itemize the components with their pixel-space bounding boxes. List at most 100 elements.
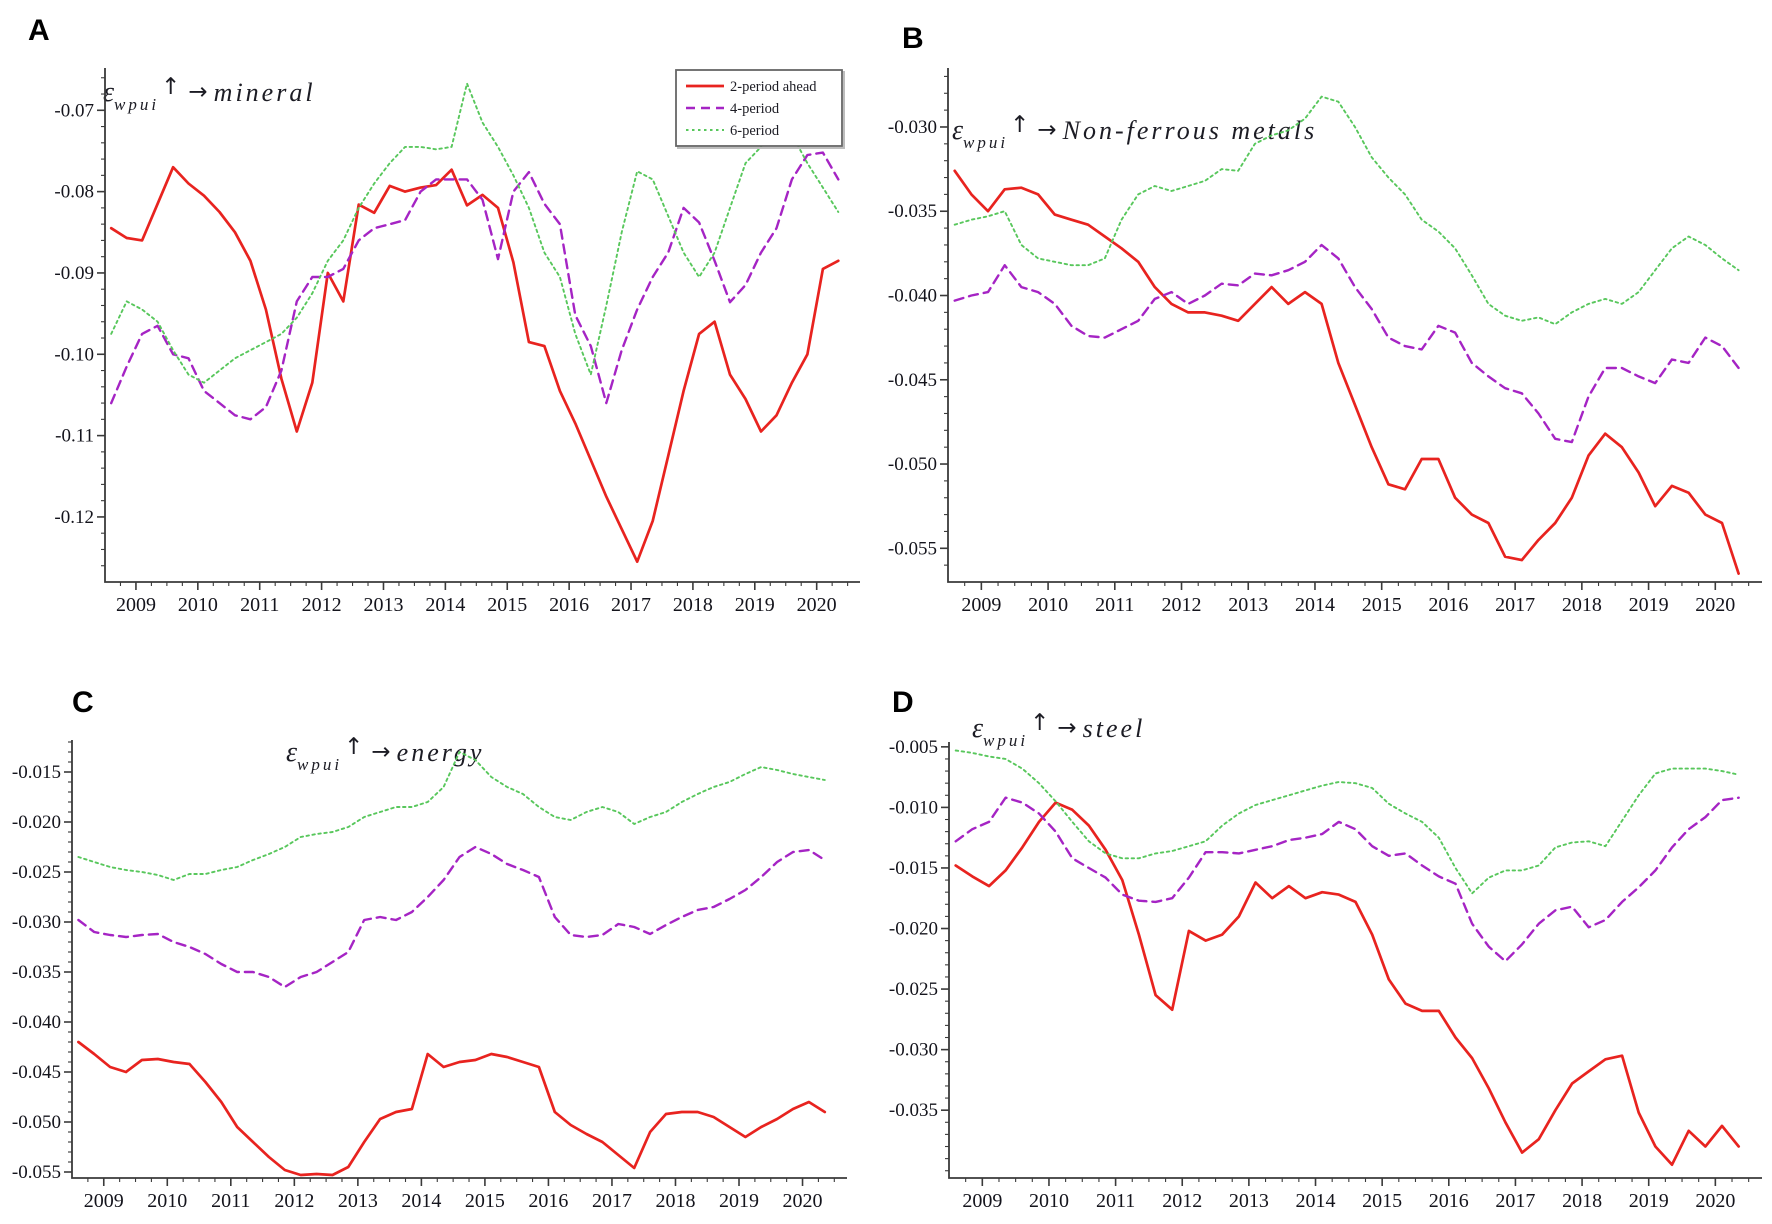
panel-a-title: εwpui↑ → mineral: [103, 74, 316, 115]
panel-b-title: εwpui↑ → Non-ferrous metals: [952, 112, 1317, 153]
x-tick-label: 2016: [1428, 594, 1468, 612]
series-line-2: [109, 151, 840, 421]
subscript-wpui: wpui: [963, 133, 1009, 152]
panel-b-letter: B: [902, 22, 924, 55]
title-target: energy: [396, 738, 485, 767]
x-tick-label: 2009: [84, 1190, 124, 1212]
panel-d-letter: D: [892, 686, 914, 719]
right-arrow-icon: →: [1057, 715, 1077, 741]
y-tick-label: -0.030: [888, 117, 937, 138]
x-tick-label: 2013: [363, 594, 403, 612]
y-tick-label: -0.045: [12, 1062, 61, 1083]
x-tick-label: 2012: [274, 1190, 314, 1212]
right-arrow-icon: →: [188, 79, 208, 105]
x-tick-label: 2019: [719, 1190, 759, 1212]
title-target: mineral: [213, 78, 316, 107]
epsilon-symbol: ε: [286, 737, 298, 768]
x-tick-label: 2010: [147, 1190, 187, 1212]
y-tick-label: -0.040: [12, 1012, 61, 1033]
y-tick-label: -0.07: [54, 100, 94, 121]
series-line-2: [954, 796, 1740, 963]
subscript-wpui: wpui: [983, 731, 1029, 750]
x-tick-label: 2017: [1495, 1190, 1535, 1212]
y-tick-label: -0.035: [889, 1100, 938, 1121]
x-tick-label: 2014: [1295, 594, 1335, 612]
x-tick-label: 2011: [211, 1190, 250, 1212]
panel-c-title: εwpui↑ → energy: [286, 734, 484, 775]
epsilon-symbol: ε: [103, 77, 115, 108]
y-tick-label: -0.035: [888, 201, 937, 222]
panel-d: D εwpui↑ → steel -0.005 -0.010 -0.015 -0.020-…: [886, 612, 1772, 1224]
epsilon-symbol: ε: [972, 713, 984, 744]
y-tick-label: -0.055: [888, 538, 937, 559]
x-tick-label: 2018: [673, 594, 713, 612]
up-arrow-icon: ↑: [1010, 112, 1030, 138]
series-line-3: [110, 82, 840, 384]
panel-a: A εwpui↑ → mineral -0.07 -0.08 -0.09 -0.10 -0.…: [0, 0, 886, 612]
x-tick-label: 2015: [1362, 594, 1402, 612]
right-arrow-icon: →: [1037, 117, 1057, 143]
x-tick-label: 2017: [592, 1190, 632, 1212]
title-target: steel: [1082, 714, 1146, 743]
y-tick-label: -0.005: [889, 737, 938, 758]
x-tick-label: 2009: [116, 594, 156, 612]
y-tick-label: -0.050: [888, 454, 937, 475]
series-line-1: [109, 165, 840, 564]
x-tick-label: 2010: [1029, 1190, 1069, 1212]
axis-lines: [71, 740, 847, 1179]
panel-c-letter: C: [72, 686, 94, 719]
x-tick-label: 2009: [962, 1190, 1002, 1212]
legend-label-2: 4-period: [730, 101, 780, 117]
y-tick-label: -0.030: [889, 1040, 938, 1061]
x-tick-label: 2019: [1629, 1190, 1669, 1212]
chart-d-canvas: -0.005 -0.010 -0.015 -0.020 -0.025 -0.030 -0.0…: [889, 737, 1762, 1212]
legend-box: [675, 69, 843, 147]
y-tick-label: -0.010: [889, 797, 938, 818]
axis-lines: [104, 68, 860, 583]
y-tick-label: -0.025: [889, 979, 938, 1000]
x-tick-label: 2019: [1629, 594, 1669, 612]
y-tick-label: -0.015: [12, 762, 61, 783]
subscript-wpui: wpui: [114, 95, 160, 114]
y-tick-label: -0.020: [12, 812, 61, 833]
series-line-1: [954, 801, 1741, 1167]
up-arrow-icon: ↑: [1030, 710, 1050, 736]
x-tick-label: 2016: [549, 594, 589, 612]
x-tick-label: 2014: [401, 1190, 441, 1212]
x-tick-label: 2015: [465, 1190, 505, 1212]
y-tick-label: -0.050: [12, 1112, 61, 1133]
x-tick-label: 2014: [425, 594, 465, 612]
y-tick-label: -0.015: [889, 858, 938, 879]
y-tick-label: -0.020: [889, 919, 938, 940]
x-tick-label: 2012: [1162, 1190, 1202, 1212]
x-tick-label: 2010: [178, 594, 218, 612]
x-tick-label: 2017: [611, 594, 651, 612]
x-tick-label: 2010: [1028, 594, 1068, 612]
chart-b-canvas: -0.030 -0.035 -0.040 -0.045 -0.050 -0.055 2009…: [888, 68, 1762, 612]
x-tick-label: 2013: [338, 1190, 378, 1212]
series-line-2: [77, 845, 826, 989]
x-tick-label: 2015: [487, 594, 527, 612]
panel-a-letter: A: [28, 14, 50, 47]
x-tick-label: 2017: [1495, 594, 1535, 612]
x-tick-label: 2019: [735, 594, 775, 612]
y-tick-label: -0.10: [54, 344, 94, 365]
chart-a-canvas: -0.07 -0.08 -0.09 -0.10 -0.11 -0.12 2009 2010 20…: [54, 68, 860, 612]
x-tick-label: 2020: [797, 594, 837, 612]
x-tick-label: 2012: [1162, 594, 1202, 612]
series-line-3: [953, 95, 1740, 326]
title-target: Non-ferrous metals: [1062, 116, 1318, 145]
panel-d-title: εwpui↑ → steel: [972, 710, 1145, 751]
x-tick-label: 2009: [961, 594, 1001, 612]
y-tick-label: -0.055: [12, 1162, 61, 1183]
x-tick-label: 2013: [1228, 594, 1268, 612]
y-tick-label: -0.035: [12, 962, 61, 983]
y-tick-label: -0.09: [54, 263, 94, 284]
x-tick-label: 2015: [1362, 1190, 1402, 1212]
y-tick-label: -0.12: [54, 507, 94, 528]
y-tick-label: -0.030: [12, 912, 61, 933]
axis-lines: [948, 742, 1762, 1179]
panel-b: B εwpui↑ → Non-ferrous metals -0.030 -0.035…: [886, 0, 1772, 612]
x-tick-label: 2018: [1562, 1190, 1602, 1212]
